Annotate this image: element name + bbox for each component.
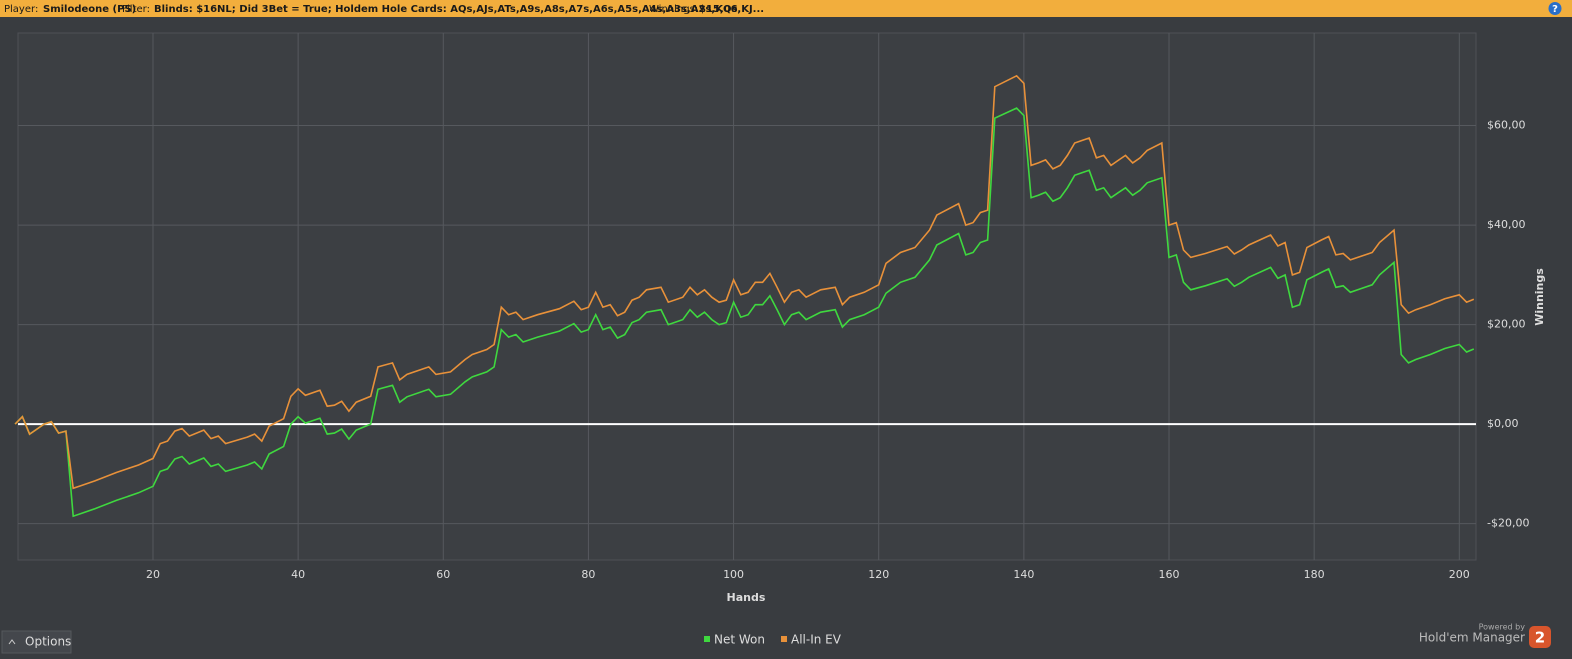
version-badge <box>1529 626 1551 648</box>
y-tick-label: $20,00 <box>1487 318 1526 331</box>
filter-label: Filter: <box>122 4 150 15</box>
x-tick-label: 180 <box>1304 568 1325 581</box>
x-tick-label: 60 <box>436 568 450 581</box>
x-tick-label: 140 <box>1013 568 1034 581</box>
legend-label: All-In EV <box>791 633 842 647</box>
y-tick-label: -$20,00 <box>1487 517 1529 530</box>
options-caret[interactable] <box>8 639 16 645</box>
x-tick-label: 160 <box>1159 568 1180 581</box>
legend: Net Won All-In EV <box>704 633 842 647</box>
player: Smilodeone (PS) <box>43 4 136 15</box>
series-line <box>14 74 1475 490</box>
series-line <box>14 107 1475 518</box>
legend-swatch <box>704 636 710 642</box>
options-button[interactable]: Options <box>1 630 72 654</box>
player-label: Player: <box>4 4 38 15</box>
help-text[interactable]: ? <box>1552 4 1558 15</box>
winnings-label: Winnings: <box>649 4 698 15</box>
y-tick-label: $60,00 <box>1487 119 1526 132</box>
x-tick-label: 20 <box>146 568 160 581</box>
y-tick-label: $40,00 <box>1487 218 1526 231</box>
x-tick-label: 80 <box>581 568 595 581</box>
brand: Hold'em Manager <box>1419 631 1525 645</box>
version: 2 <box>1535 629 1545 647</box>
winnings: $15,06 <box>699 4 738 15</box>
options-box[interactable] <box>1 630 72 654</box>
plot-area <box>17 32 1477 561</box>
y-axis-title: Winnings <box>1533 268 1546 326</box>
x-tick-label: 200 <box>1449 568 1470 581</box>
x-axis-title: Hands <box>727 591 766 604</box>
options-label[interactable]: Options <box>25 635 71 649</box>
legend-label: Net Won <box>714 633 765 647</box>
filter: Blinds: $16NL; Did 3Bet = True; Holdem H… <box>154 4 764 15</box>
x-tick-label: 40 <box>291 568 305 581</box>
y-tick-label: $0,00 <box>1487 417 1519 430</box>
powered-by: Powered by <box>1479 623 1526 632</box>
lines <box>14 74 1476 518</box>
legend-swatch <box>781 636 787 642</box>
header: Player: Smilodeone (PS) Filter: Blinds: … <box>0 0 1572 17</box>
header-bar <box>0 0 1572 17</box>
help-icon[interactable] <box>1548 2 1562 15</box>
x-tick-label: 100 <box>723 568 744 581</box>
x-tick-label: 120 <box>868 568 889 581</box>
grid <box>18 33 1476 560</box>
